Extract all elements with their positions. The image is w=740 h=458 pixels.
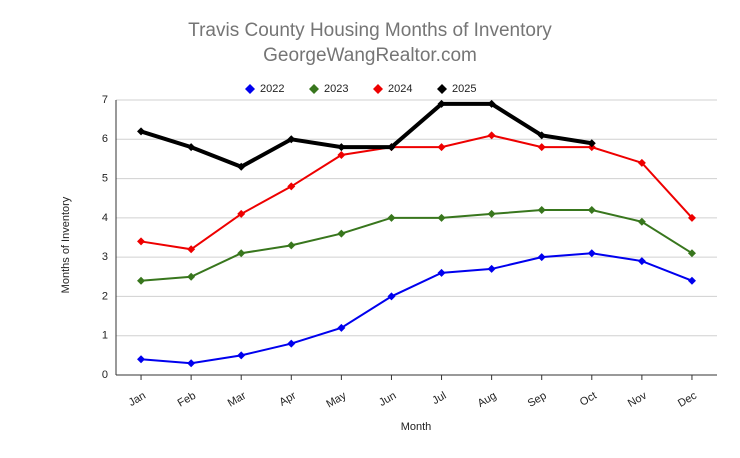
data-point bbox=[137, 276, 146, 285]
data-point bbox=[437, 99, 446, 108]
data-point bbox=[537, 253, 546, 262]
legend-label: 2023 bbox=[324, 83, 348, 95]
data-point bbox=[287, 339, 296, 348]
x-tick-label: Jun bbox=[377, 390, 398, 409]
data-point bbox=[287, 135, 296, 144]
series-line bbox=[140, 209, 693, 282]
y-tick-label: 0 bbox=[102, 369, 108, 381]
y-tick-label: 6 bbox=[102, 133, 108, 145]
legend-label: 2025 bbox=[452, 83, 476, 95]
data-point bbox=[587, 206, 596, 214]
x-tick-label: May bbox=[324, 389, 348, 410]
x-tick-label: Dec bbox=[676, 389, 699, 409]
data-point bbox=[137, 237, 146, 246]
data-point bbox=[637, 217, 646, 226]
series-line bbox=[140, 252, 693, 365]
data-point bbox=[337, 143, 346, 152]
legend-label: 2024 bbox=[388, 83, 412, 95]
y-tick-label: 2 bbox=[102, 290, 108, 302]
legend-swatch bbox=[245, 84, 255, 94]
data-point bbox=[287, 182, 296, 191]
data-point bbox=[237, 249, 246, 258]
x-tick-label: Jul bbox=[430, 390, 448, 407]
chart-subtitle: GeorgeWangRealtor.com bbox=[263, 45, 477, 66]
data-point bbox=[487, 131, 496, 140]
x-tick-label: Oct bbox=[578, 390, 599, 409]
chart-title: Travis County Housing Months of Inventor… bbox=[188, 20, 552, 41]
data-point bbox=[237, 162, 246, 171]
x-axis-label: Month bbox=[401, 421, 432, 433]
data-point bbox=[337, 323, 346, 332]
data-point bbox=[187, 272, 196, 281]
data-point bbox=[237, 351, 246, 360]
y-tick-label: 1 bbox=[102, 330, 108, 342]
data-point bbox=[337, 229, 346, 238]
data-point bbox=[187, 143, 196, 152]
legend-swatch bbox=[309, 84, 319, 94]
x-tick-label: Apr bbox=[277, 390, 298, 409]
x-tick-label: Sep bbox=[526, 390, 549, 410]
y-tick-label: 7 bbox=[102, 94, 108, 106]
data-point bbox=[337, 151, 346, 159]
data-point bbox=[587, 139, 596, 148]
series-line bbox=[140, 134, 693, 251]
y-axis-label: Months of Inventory bbox=[60, 196, 72, 293]
legend-swatch bbox=[437, 84, 447, 94]
data-point bbox=[637, 257, 646, 266]
x-tick-label: Aug bbox=[476, 390, 499, 410]
x-tick-label: Jan bbox=[127, 390, 148, 409]
legend-swatch bbox=[373, 84, 383, 94]
data-point bbox=[487, 209, 496, 218]
data-point bbox=[537, 131, 546, 140]
legend-label: 2022 bbox=[260, 83, 284, 95]
data-point bbox=[187, 359, 196, 368]
y-tick-label: 5 bbox=[102, 172, 108, 184]
series-line bbox=[140, 101, 593, 169]
data-point bbox=[137, 127, 146, 136]
x-tick-label: Mar bbox=[226, 390, 249, 410]
data-point bbox=[187, 245, 196, 254]
x-tick-label: Nov bbox=[626, 389, 649, 409]
data-point bbox=[437, 268, 446, 277]
data-point bbox=[387, 143, 396, 152]
y-tick-label: 4 bbox=[102, 212, 108, 224]
data-point bbox=[237, 209, 246, 218]
x-tick-label: Feb bbox=[176, 390, 198, 410]
data-point bbox=[537, 143, 546, 152]
data-point bbox=[587, 249, 596, 258]
data-point bbox=[637, 158, 646, 167]
data-point bbox=[687, 249, 696, 258]
data-point bbox=[387, 292, 396, 301]
data-point bbox=[387, 213, 396, 222]
y-tick-label: 3 bbox=[102, 251, 108, 263]
data-point bbox=[137, 355, 146, 364]
data-point bbox=[437, 143, 446, 152]
data-point bbox=[537, 206, 546, 214]
data-point bbox=[487, 99, 496, 108]
data-point bbox=[687, 213, 696, 222]
data-point bbox=[287, 241, 296, 250]
data-point bbox=[487, 264, 496, 273]
data-point bbox=[437, 213, 446, 222]
data-point bbox=[687, 276, 696, 285]
